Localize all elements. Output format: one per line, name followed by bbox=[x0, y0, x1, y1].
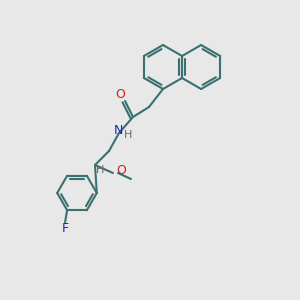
Text: O: O bbox=[116, 164, 126, 178]
Text: N: N bbox=[113, 124, 123, 137]
Text: F: F bbox=[61, 222, 69, 235]
Text: O: O bbox=[115, 88, 125, 101]
Text: H: H bbox=[96, 165, 104, 175]
Text: H: H bbox=[124, 130, 132, 140]
